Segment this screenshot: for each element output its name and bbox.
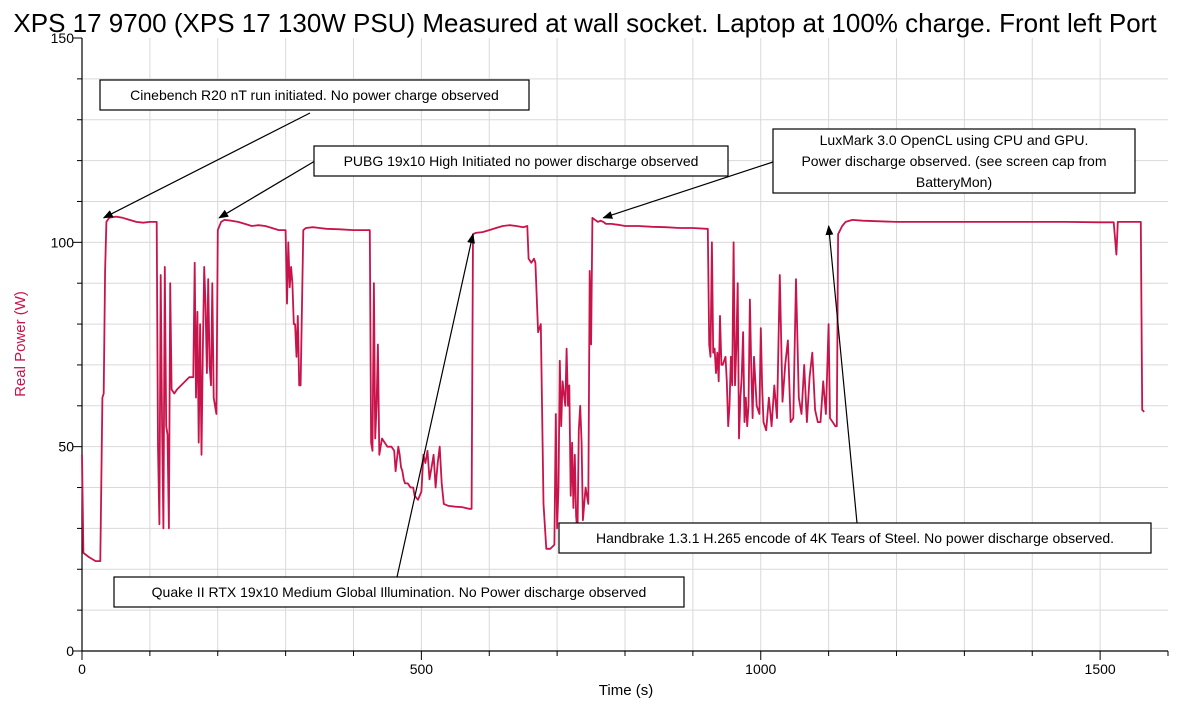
y-tick-label: 150 bbox=[51, 30, 75, 46]
axes bbox=[73, 37, 1169, 660]
annotation-text: LuxMark 3.0 OpenCL using CPU and GPU. bbox=[820, 132, 1089, 148]
annotation-text: Power discharge observed. (see screen ca… bbox=[801, 153, 1106, 169]
x-tick-label: 1000 bbox=[745, 661, 776, 677]
annotation-text: PUBG 19x10 High Initiated no power disch… bbox=[344, 153, 699, 169]
y-axis-label: Real Power (W) bbox=[12, 291, 29, 397]
annotation-arrow bbox=[396, 233, 475, 578]
annotation-arrow bbox=[602, 161, 774, 219]
x-tick-label: 1500 bbox=[1085, 661, 1116, 677]
annotation-box bbox=[99, 79, 530, 111]
annotation-quake: Quake II RTX 19x10 Medium Global Illumin… bbox=[113, 233, 685, 608]
annotation-box bbox=[558, 522, 1152, 554]
y-tick-label: 0 bbox=[66, 643, 74, 659]
annotation-text: Cinebench R20 nT run initiated. No power… bbox=[130, 87, 499, 103]
annotations: Cinebench R20 nT run initiated. No power… bbox=[99, 79, 1152, 608]
annotation-arrow bbox=[102, 112, 311, 219]
y-tick-label: 100 bbox=[51, 234, 75, 250]
chart-title: XPS 17 9700 (XPS 17 130W PSU) Measured a… bbox=[13, 8, 1157, 38]
annotation-cinebench: Cinebench R20 nT run initiated. No power… bbox=[99, 79, 530, 219]
annotation-arrow bbox=[825, 224, 858, 524]
annotation-arrow bbox=[218, 157, 321, 219]
series bbox=[81, 215, 1145, 562]
x-tick-label: 500 bbox=[410, 661, 434, 677]
annotation-box bbox=[772, 128, 1136, 194]
annotation-box bbox=[113, 576, 685, 608]
annotation-luxmark: LuxMark 3.0 OpenCL using CPU and GPU. Pow… bbox=[602, 128, 1136, 219]
annotation-text: BatteryMon) bbox=[916, 174, 992, 190]
annotation-text: Handbrake 1.3.1 H.265 encode of 4K Tears… bbox=[596, 530, 1114, 546]
tick-labels: 0 500 1000 1500 0 50 100 150 bbox=[51, 30, 1116, 677]
annotation-pubg: PUBG 19x10 High Initiated no power disch… bbox=[218, 145, 729, 219]
annotation-handbrake: Handbrake 1.3.1 H.265 encode of 4K Tears… bbox=[558, 224, 1152, 554]
y-tick-label: 50 bbox=[58, 439, 74, 455]
x-tick-label: 0 bbox=[78, 661, 86, 677]
x-axis-label: Time (s) bbox=[599, 682, 653, 699]
power-series-line bbox=[81, 215, 1145, 562]
annotation-text: Quake II RTX 19x10 Medium Global Illumin… bbox=[152, 584, 647, 600]
annotation-box bbox=[313, 145, 729, 177]
